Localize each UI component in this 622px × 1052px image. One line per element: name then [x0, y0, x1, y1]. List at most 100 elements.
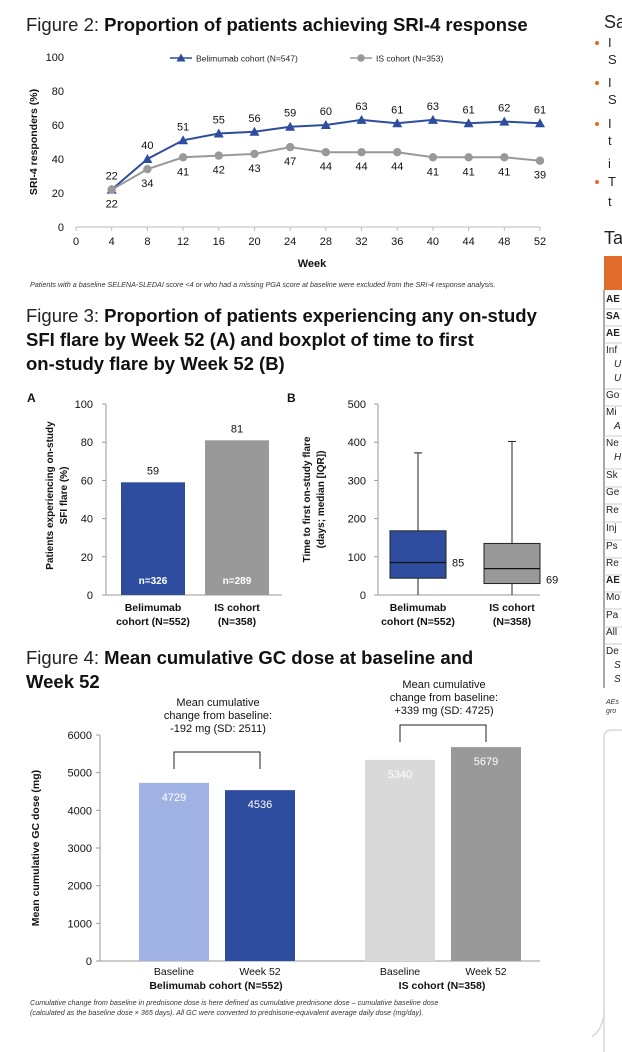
right-table-row-fragment: Re [606, 505, 619, 516]
fig2-point-is [464, 153, 473, 162]
right-table-row-fragment: Ps [606, 541, 618, 552]
fig2-xtick-label: 44 [462, 236, 474, 248]
fig2-label-belimumab: 63 [427, 101, 439, 113]
card-corner-outline [592, 1014, 605, 1038]
fig2-point-is [143, 165, 152, 174]
right-bullet-fragment: T [608, 174, 616, 189]
right-table-row-fragment: Ge [606, 487, 620, 498]
fig3a-panel-label: A [27, 391, 36, 405]
right-table-row-fragment: Inj [606, 523, 617, 534]
fig3b-panel-label: B [287, 391, 296, 405]
fig2-ytick-label: 20 [52, 188, 64, 200]
fig3b-ytick-label: 0 [360, 590, 366, 602]
fig3-title-line3: on-study flare by Week 52 (B) [26, 353, 285, 374]
fig2-point-is [285, 142, 295, 152]
fig3b-category-label-line1: Belimumab [390, 602, 447, 614]
fig2-point-belimumab [499, 116, 510, 126]
fig4-bracket [173, 751, 261, 769]
fig2-point-is [357, 148, 366, 157]
fig3b-box [389, 530, 447, 579]
fig2-xlabel: Week [298, 258, 327, 270]
fig4-annotation-line: Mean cumulative [176, 697, 259, 709]
fig2-label-belimumab: 59 [284, 108, 296, 120]
fig2-xtick-label: 32 [355, 236, 367, 248]
fig3a-ytick-label: 0 [87, 590, 93, 602]
right-bullet-fragment: S [608, 92, 617, 107]
fig3a-category-label-line1: IS cohort [214, 602, 260, 614]
fig4-annotation-line: -192 mg (SD: 2511) [170, 723, 266, 735]
fig2-label-belimumab: 62 [498, 103, 510, 115]
right-panel-cropped: SaISISItiTtTaAESAAEInfUUGoMiANeHSkGeReIn… [592, 12, 622, 1052]
fig2-point-is [535, 156, 545, 165]
fig2-xtick-label: 36 [391, 236, 403, 248]
fig3b-ytick-label: 200 [348, 514, 366, 526]
fig3a-ylabel-line2: SFI flare (%) [59, 467, 70, 525]
fig2-xtick-label: 4 [109, 236, 115, 248]
fig3a-ytick-label: 20 [81, 552, 93, 564]
fig4-category-label: Baseline [380, 966, 420, 978]
fig2-point-belimumab [427, 114, 438, 124]
fig2-title-prefix: Figure 2: [26, 14, 105, 35]
fig4-value-label: 4729 [162, 792, 186, 804]
fig2-label-is: 43 [248, 163, 260, 175]
fig4-annotation-line: Mean cumulative [402, 679, 485, 691]
fig4-group-label: IS cohort (N=358) [399, 980, 486, 992]
fig2-title: Figure 2: Proportion of patients achievi… [26, 13, 528, 37]
fig4-ylabel: Mean cumulative GC dose (mg) [30, 770, 42, 926]
fig2-point-is [178, 153, 188, 162]
fig2-title-bold: Proportion of patients achieving SRI-4 r… [104, 14, 528, 35]
right-bullet-fragment: t [608, 133, 612, 148]
fig3-title-line1: Proportion of patients experiencing any … [104, 305, 537, 326]
fig3b-ylabel-line1: Time to first on-study flare [302, 436, 313, 562]
fig2-label-belimumab: 61 [462, 104, 474, 116]
fig2-point-belimumab [356, 114, 367, 124]
fig3a-value-label: 59 [147, 465, 159, 477]
right-table-row-fragment: H [614, 452, 622, 463]
fig3-title: Figure 3: Proportion of patients experie… [26, 304, 537, 376]
fig4-value-label: 5340 [388, 769, 412, 781]
right-table-row-fragment: S [614, 674, 621, 685]
fig2-label-is: 34 [141, 178, 153, 190]
fig3a-ytick-label: 40 [81, 514, 93, 526]
fig4-ytick-label: 1000 [68, 918, 92, 930]
fig3a-bar [205, 440, 269, 595]
fig2-legend-label: Belimumab cohort (N=547) [196, 54, 298, 64]
right-table-row-fragment: U [614, 373, 622, 384]
fig2-footnote: Patients with a baseline SELENA-SLEDAI s… [30, 280, 496, 289]
fig3a-ytick-label: 80 [81, 437, 93, 449]
fig3b-category-label-line2: cohort (N=552) [381, 616, 455, 628]
fig4-title-line1: Mean cumulative GC dose at baseline and [104, 647, 474, 668]
fig4-ytick-label: 0 [86, 956, 92, 968]
fig4-title: Figure 4: Mean cumulative GC dose at bas… [26, 646, 473, 694]
fig2-legend-label: IS cohort (N=353) [376, 54, 443, 64]
fig2-label-is: 39 [534, 170, 546, 182]
right-bullet-fragment: i [608, 156, 611, 171]
fig2-point-belimumab [463, 118, 474, 128]
fig4-bar [225, 790, 295, 961]
fig4-group-label: Belimumab cohort (N=552) [149, 980, 282, 992]
fig2-label-belimumab: 22 [106, 171, 118, 183]
fig3b-median-label: 85 [452, 558, 464, 570]
fig2-legend-marker [357, 54, 365, 62]
right-heading-fragment: Sa [604, 12, 622, 32]
fig3b-category-label-line2: (N=358) [493, 616, 531, 628]
fig2-legend-marker [176, 53, 186, 62]
right-card-outline [603, 729, 622, 1052]
fig3b-boxplot: B 0 100 200 300 400 500 Time to first on-study … [287, 391, 558, 628]
fig4-bar-chart: 0 1000 2000 3000 4000 5000 6000 Mean cumulative… [30, 679, 540, 992]
fig3a-bar [121, 482, 185, 595]
fig3a-bar-chart: A 0 20 40 60 80 100 Patients experiencing on-st… [27, 391, 282, 628]
right-bullet-fragment: I [608, 116, 612, 131]
fig4-ytick-label: 6000 [68, 730, 92, 742]
fig4-category-label: Week 52 [239, 966, 280, 978]
right-table-row-fragment: SA [606, 311, 620, 322]
fig2-xtick-label: 28 [320, 236, 332, 248]
fig4-footnote-line2: (calculated as the baseline dose × 365 d… [30, 1008, 424, 1017]
fig3a-category-label-line1: Belimumab [125, 602, 182, 614]
fig2-point-is [107, 185, 116, 194]
right-footer-fragment: AEs [605, 699, 619, 706]
fig2-ytick-label: 100 [46, 52, 64, 64]
fig4-annotation-line: change from baseline: [390, 692, 498, 704]
fig2-label-belimumab: 55 [213, 115, 225, 127]
